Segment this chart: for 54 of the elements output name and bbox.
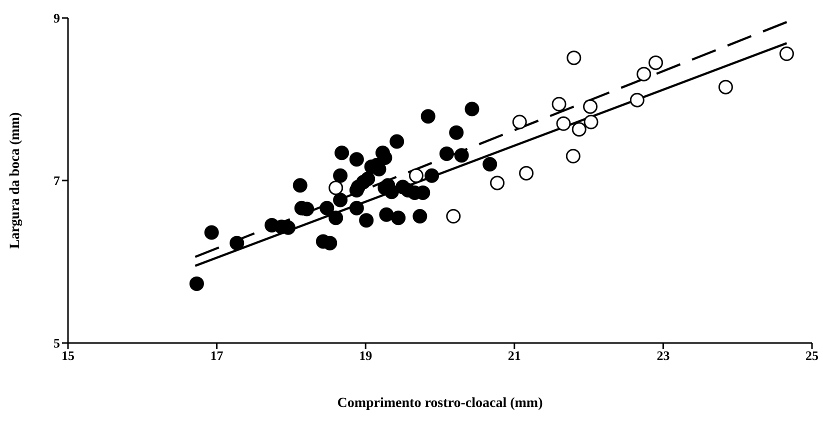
point bbox=[519, 166, 534, 180]
point bbox=[439, 146, 454, 161]
point bbox=[391, 210, 406, 226]
point bbox=[630, 92, 644, 108]
point bbox=[320, 200, 334, 216]
point bbox=[349, 200, 364, 216]
point bbox=[360, 172, 376, 186]
x-tick-label: 17 bbox=[210, 348, 224, 364]
x-tick-label: 19 bbox=[359, 348, 373, 364]
point bbox=[583, 99, 598, 114]
point bbox=[449, 125, 464, 140]
point bbox=[412, 209, 428, 224]
x-tick-label: 15 bbox=[62, 348, 75, 364]
point bbox=[566, 50, 582, 66]
point bbox=[648, 55, 664, 70]
point bbox=[292, 178, 308, 193]
point bbox=[490, 176, 505, 190]
point bbox=[334, 146, 350, 160]
point bbox=[328, 210, 344, 226]
point bbox=[230, 236, 244, 250]
point bbox=[512, 114, 527, 130]
point bbox=[718, 80, 733, 94]
point bbox=[359, 213, 374, 228]
point bbox=[584, 114, 598, 130]
point bbox=[446, 209, 461, 224]
point bbox=[420, 109, 436, 124]
point bbox=[390, 134, 404, 149]
point bbox=[454, 148, 469, 163]
point bbox=[408, 168, 424, 183]
x-tick-label: 21 bbox=[508, 348, 521, 364]
y-tick-label: 7 bbox=[54, 173, 60, 188]
point bbox=[636, 66, 652, 82]
point bbox=[379, 207, 394, 222]
y-tick-label: 5 bbox=[54, 336, 60, 351]
point bbox=[552, 96, 566, 112]
point bbox=[482, 157, 498, 172]
x-axis-title: Comprimento rostro-cloacal (mm) bbox=[337, 396, 544, 411]
x-tick-label: 23 bbox=[656, 348, 670, 364]
x-tick-label: 25 bbox=[806, 348, 819, 364]
point bbox=[572, 122, 586, 137]
point bbox=[779, 46, 794, 61]
y-tick-label: 9 bbox=[54, 10, 60, 26]
point bbox=[189, 276, 204, 291]
point bbox=[328, 180, 344, 196]
y-axis-title: Largura da boca (mm) bbox=[8, 112, 23, 249]
point bbox=[333, 168, 348, 183]
point bbox=[464, 102, 480, 116]
point bbox=[333, 192, 348, 208]
point bbox=[349, 152, 364, 167]
point bbox=[424, 168, 440, 183]
point bbox=[566, 148, 580, 164]
point bbox=[556, 116, 571, 131]
point bbox=[204, 225, 219, 240]
point bbox=[384, 184, 399, 200]
